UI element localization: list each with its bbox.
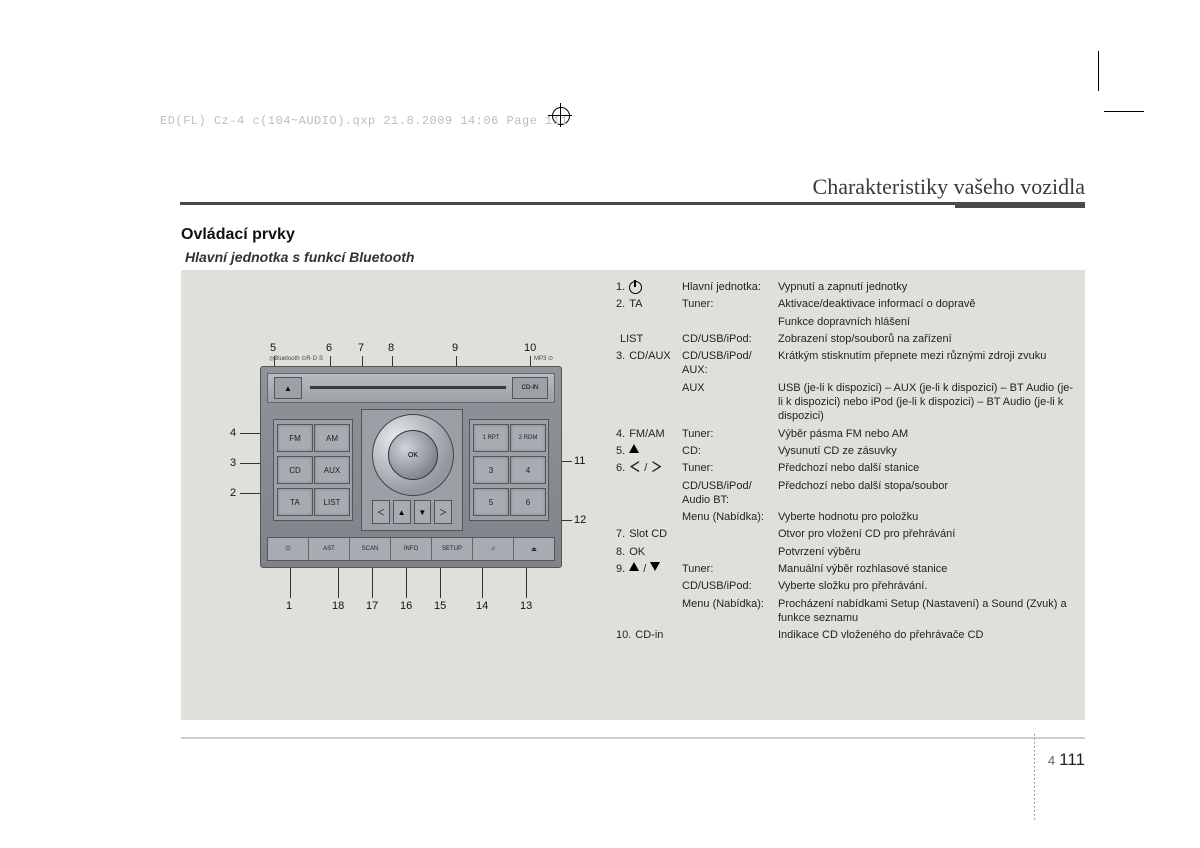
callout-6: 6 <box>326 342 332 354</box>
desc-row: 9. / Tuner:Manuální výběr rozhlasové sta… <box>616 562 1076 576</box>
callout-12: 12 <box>574 514 586 526</box>
desc-row: Funkce dopravních hlášení <box>616 315 1076 329</box>
section-heading: Ovládací prvky <box>181 226 295 244</box>
desc-row: AUXUSB (je-li k dispozici) – AUX (je-li … <box>616 381 1076 424</box>
footer-rule <box>181 737 1085 739</box>
radio-diagram: 5 6 7 8 9 10 4 3 2 11 12 1 18 17 16 15 1… <box>230 342 590 642</box>
callout-17: 17 <box>366 600 378 612</box>
ast-btn: AST <box>309 538 350 560</box>
callout-9: 9 <box>452 342 458 354</box>
chapter-rule-bold <box>955 202 1085 208</box>
preset-5: 5 <box>473 488 509 516</box>
desc-row: CD/USB/iPod:Vyberte složku pro přehráván… <box>616 579 1076 593</box>
chapter-heading: Charakteristiky vašeho vozidla <box>813 174 1085 200</box>
center-control-pad: OK ＜ ▲ ▼ ＞ <box>361 409 463 531</box>
nav-up-icon: ▲ <box>393 500 411 524</box>
eject-button: ▲ <box>274 377 302 399</box>
callout-10: 10 <box>524 342 536 354</box>
info-btn: INFO <box>391 538 432 560</box>
cd-slot <box>310 386 506 389</box>
desc-row: 7.Slot CDOtvor pro vložení CD pro přehrá… <box>616 527 1076 541</box>
desc-row: 8.OKPotvrzení výběru <box>616 545 1076 559</box>
desc-row: 4.FM/AMTuner:Výběr pásma FM nebo AM <box>616 427 1076 441</box>
radio-logos: ◎Bluetooth ⊙R·D·SMP3 ⊙ <box>269 355 553 362</box>
bottom-button-row: ⏻ AST SCAN INFO SETUP ♫ ⏏ <box>267 537 555 561</box>
eject2-btn: ⏏ <box>514 538 554 560</box>
control-descriptions: 1.Hlavní jednotka:Vypnutí a zapnutí jedn… <box>616 280 1076 646</box>
fm-button: FM <box>277 424 313 452</box>
callout-7: 7 <box>358 342 364 354</box>
callout-15: 15 <box>434 600 446 612</box>
preset-3: 3 <box>473 456 509 484</box>
nav-left-icon: ＜ <box>372 500 390 524</box>
ok-button: OK <box>388 430 438 480</box>
callout-8: 8 <box>388 342 394 354</box>
print-header: ED(FL) Cz-4 c(104~AUDIO).qxp 21.8.2009 1… <box>160 114 568 128</box>
am-button: AM <box>314 424 350 452</box>
page-number: 4111 <box>1048 750 1085 770</box>
desc-row: 1.Hlavní jednotka:Vypnutí a zapnutí jedn… <box>616 280 1076 294</box>
callout-1: 1 <box>286 600 292 612</box>
callout-16: 16 <box>400 600 412 612</box>
nav-down-icon: ▼ <box>414 500 432 524</box>
callout-5: 5 <box>270 342 276 354</box>
callout-18: 18 <box>332 600 344 612</box>
section-number: 4 <box>1048 753 1055 768</box>
scan-btn: SCAN <box>350 538 391 560</box>
setup-btn: SETUP <box>432 538 473 560</box>
nav-right-icon: ＞ <box>434 500 452 524</box>
desc-row: CD/USB/iPod/ Audio BT:Předchozí nebo dal… <box>616 479 1076 508</box>
preset-2: 2 RDM <box>510 424 546 452</box>
aux-button: AUX <box>314 456 350 484</box>
content-panel: 5 6 7 8 9 10 4 3 2 11 12 1 18 17 16 15 1… <box>181 270 1085 720</box>
ta-button: TA <box>277 488 313 516</box>
desc-row: Menu (Nabídka):Vyberte hodnotu pro polož… <box>616 510 1076 524</box>
desc-row: 3.CD/AUXCD/USB/iPod/ AUX:Krátkým stisknu… <box>616 349 1076 378</box>
radio-faceplate: ◎Bluetooth ⊙R·D·SMP3 ⊙ ▲ CD-IN FM AM CD … <box>260 366 562 568</box>
sound-btn: ♫ <box>473 538 514 560</box>
trim-dotted-line <box>1034 734 1035 822</box>
desc-row: 5.CD:Vysunutí CD ze zásuvky <box>616 444 1076 458</box>
nav-arrows: ＜ ▲ ▼ ＞ <box>372 500 452 524</box>
sub-heading: Hlavní jednotka s funkcí Bluetooth <box>185 249 414 265</box>
desc-row: 10.CD-inIndikace CD vloženého do přehráv… <box>616 628 1076 642</box>
cd-button: CD <box>277 456 313 484</box>
callout-4: 4 <box>230 427 236 439</box>
cd-in-indicator: CD-IN <box>512 377 548 399</box>
callout-11: 11 <box>574 455 585 467</box>
desc-row: 6.＜ / ＞Tuner:Předchozí nebo další stanic… <box>616 461 1076 475</box>
radio-top-panel: ▲ CD-IN <box>267 373 555 403</box>
chapter-rule <box>180 202 1085 205</box>
callout-13: 13 <box>520 600 532 612</box>
preset-button-group: 1 RPT 2 RDM 3 4 5 6 <box>469 419 549 521</box>
callout-14: 14 <box>476 600 488 612</box>
desc-row: 2.TATuner:Aktivace/deaktivace informací … <box>616 297 1076 311</box>
power-btn: ⏻ <box>268 538 309 560</box>
callout-3: 3 <box>230 457 236 469</box>
preset-1: 1 RPT <box>473 424 509 452</box>
preset-4: 4 <box>510 456 546 484</box>
left-button-group: FM AM CD AUX TA LIST <box>273 419 353 521</box>
callout-2: 2 <box>230 487 236 499</box>
desc-row: Menu (Nabídka):Procházení nabídkami Setu… <box>616 597 1076 626</box>
preset-6: 6 <box>510 488 546 516</box>
list-button: LIST <box>314 488 350 516</box>
desc-row: LISTCD/USB/iPod:Zobrazení stop/souborů n… <box>616 332 1076 346</box>
